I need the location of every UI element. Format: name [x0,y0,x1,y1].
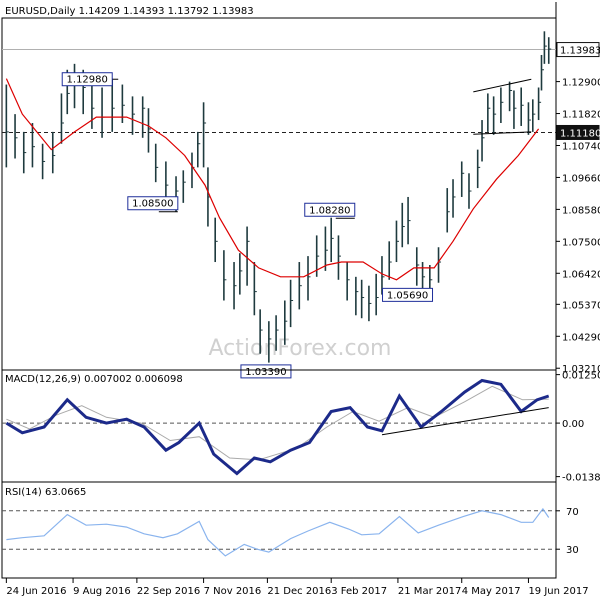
rsi-title: RSI(14) 63.0665 [5,487,86,498]
y-tick-label: 1.12900 [562,78,600,89]
y-tick-label: 1.10740 [562,141,600,152]
x-tick-label: 24 Jun 2016 [6,586,66,597]
x-tick-label: 22 Sep 2016 [137,586,200,597]
macd-tick-label: 0.012509 [562,371,600,382]
rsi-line [6,507,550,557]
y-tick-label: 1.13983 [560,46,600,57]
y-tick-label: 1.07500 [562,237,600,248]
annotation-label: 1.08280 [309,205,350,216]
y-tick-label: 1.06420 [562,269,600,280]
channel-line-1 [473,131,532,135]
annotation-box [61,72,113,87]
macd-series-macd [5,378,550,476]
macd-series-signal [6,385,549,461]
macd-tick-label: -0.013813 [562,473,600,484]
annotation-label: 1.08500 [132,199,173,210]
rsi-panel: 70 30 RSI(14) 63.0665 [1,481,579,579]
annotation-box [382,287,434,302]
annotation-label: 1.12980 [67,75,108,86]
channel-line-0 [473,78,532,93]
annotation-box [127,196,179,211]
x-tick-label: 4 May 2017 [462,586,521,597]
rsi-tick-label: 70 [566,507,579,518]
x-tick-label: 7 Nov 2016 [204,586,262,597]
x-tick-label: 21 Mar 2017 [398,586,461,597]
rsi-frame [1,481,557,579]
rsi-tick-label: 30 [566,545,579,556]
chart-title: EURUSD,Daily 1.14209 1.14393 1.13792 1.1… [5,6,254,17]
y-tick-box [556,124,600,140]
moving-average-line [5,78,540,281]
y-tick-box [556,42,600,58]
y-tick-label: 1.09660 [562,173,600,184]
y-tick-label: 1.11820 [562,110,600,121]
x-tick-label: 9 Aug 2016 [73,586,131,597]
macd-title: MACD(12,26,9) 0.007002 0.006098 [5,374,183,385]
y-tick-label: 1.03210 [562,364,600,375]
annotation-box [240,364,292,379]
macd-tick-label: 0.00 [562,419,584,430]
watermark: ActionForex.com [209,336,392,361]
annotation-label: 1.03390 [245,367,286,378]
annotation-box [304,202,356,217]
annotation-label: 1.05690 [387,290,428,301]
y-tick-label: 1.04290 [562,332,600,343]
macd-trend-line [381,407,549,436]
x-tick-label: 3 Feb 2017 [331,586,387,597]
date-axis: 24 Jun 2016 9 Aug 2016 22 Sep 2016 7 Nov 20… [5,578,589,597]
x-tick-label: 21 Dec 2016 [267,586,331,597]
y-tick-label: 1.11180 [560,128,600,139]
y-tick-label: 1.05370 [562,300,600,311]
x-tick-label: 19 Jun 2017 [528,586,588,597]
y-tick-label: 1.08580 [562,205,600,216]
